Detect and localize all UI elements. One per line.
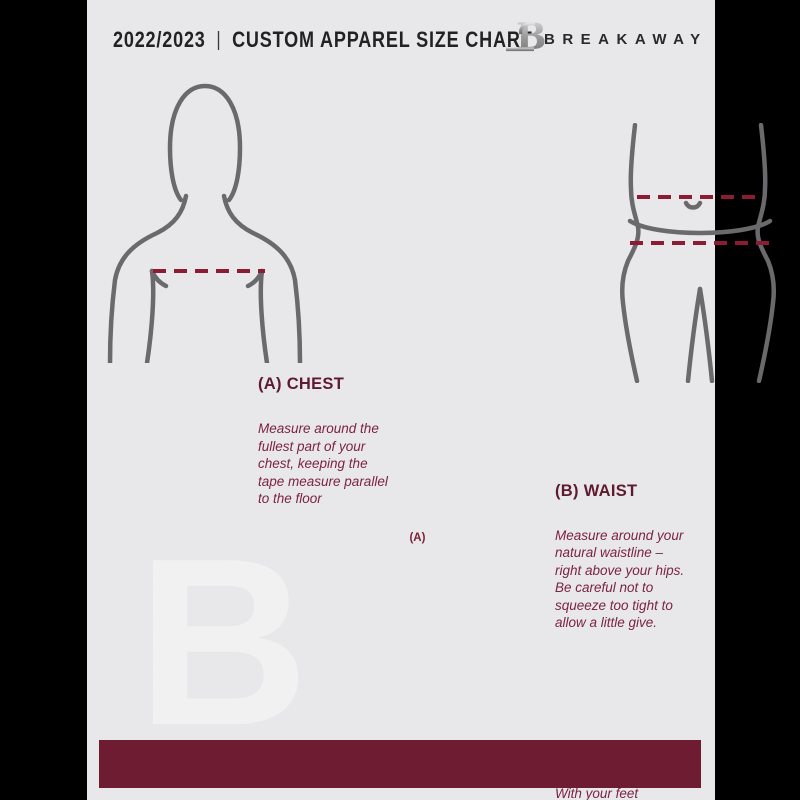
brand-watermark: B: [137, 510, 309, 775]
page: B 2022/2023 | CUSTOM APPAREL SIZE CHART …: [87, 0, 776, 800]
waist-description: Measure around your natural waistline – …: [555, 527, 685, 631]
navel-curve: [683, 200, 703, 210]
title-year: 2022/2023: [113, 27, 206, 52]
hips-description: With your feet together, measure around …: [555, 786, 639, 800]
title-text: CUSTOM APPAREL SIZE CHART: [232, 27, 533, 52]
brand-name: BREAKAWAY: [544, 31, 708, 48]
waist-heading: (B) WAIST: [555, 481, 638, 500]
page-title: 2022/2023 | CUSTOM APPAREL SIZE CHART: [113, 27, 533, 53]
breakaway-logo-icon: B: [505, 14, 549, 60]
chest-heading: (A) CHEST: [258, 375, 345, 393]
title-divider: |: [216, 28, 222, 51]
upper-body-figure: [107, 83, 303, 366]
waistband-curve: [627, 218, 773, 236]
footer-accent-bar: [99, 740, 701, 788]
chest-description: Measure around the fullest part of your …: [258, 421, 388, 507]
lower-body-figure: [619, 122, 776, 384]
chest-marker: (A): [409, 532, 426, 544]
